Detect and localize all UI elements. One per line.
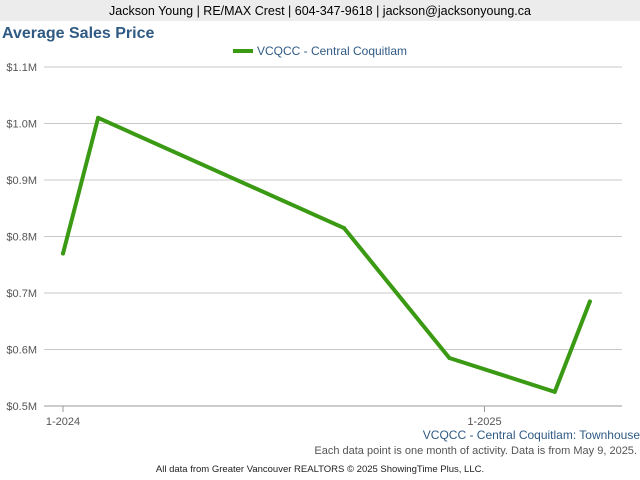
x-tick-label: 1-2025: [467, 416, 501, 428]
data-point: [96, 115, 101, 120]
data-point: [587, 299, 592, 304]
y-tick-label: $1.1M: [6, 62, 37, 74]
x-tick-label: 1-2024: [46, 416, 80, 428]
y-tick-label: $0.9M: [6, 175, 37, 187]
data-point: [342, 226, 346, 231]
y-tick-label: $0.7M: [6, 288, 37, 300]
contact-header: Jackson Young | RE/MAX Crest | 604-347-9…: [0, 0, 640, 21]
chart-subtitle: VCQCC - Central Coquitlam: Townhouse: [422, 428, 640, 442]
data-credits: All data from Greater Vancouver REALTORS…: [155, 464, 485, 475]
legend-swatch: [232, 49, 253, 53]
legend[interactable]: VCQCC - Central Coquitlam: [0, 44, 640, 58]
chart-title: Average Sales Price: [2, 25, 155, 42]
series-line: [61, 115, 592, 394]
data-point: [552, 389, 557, 394]
contact-text: Jackson Young | RE/MAX Crest | 604-347-9…: [109, 3, 531, 18]
data-point: [447, 355, 452, 360]
y-tick-label: $0.6M: [6, 345, 37, 357]
y-tick-label: $0.5M: [6, 401, 37, 413]
data-point: [61, 251, 65, 256]
data-note: Each data point is one month of activity…: [314, 445, 637, 457]
legend-label: VCQCC - Central Coquitlam: [256, 44, 408, 58]
y-tick-label: $0.8M: [6, 232, 37, 244]
y-tick-label: $1.0M: [6, 119, 37, 131]
